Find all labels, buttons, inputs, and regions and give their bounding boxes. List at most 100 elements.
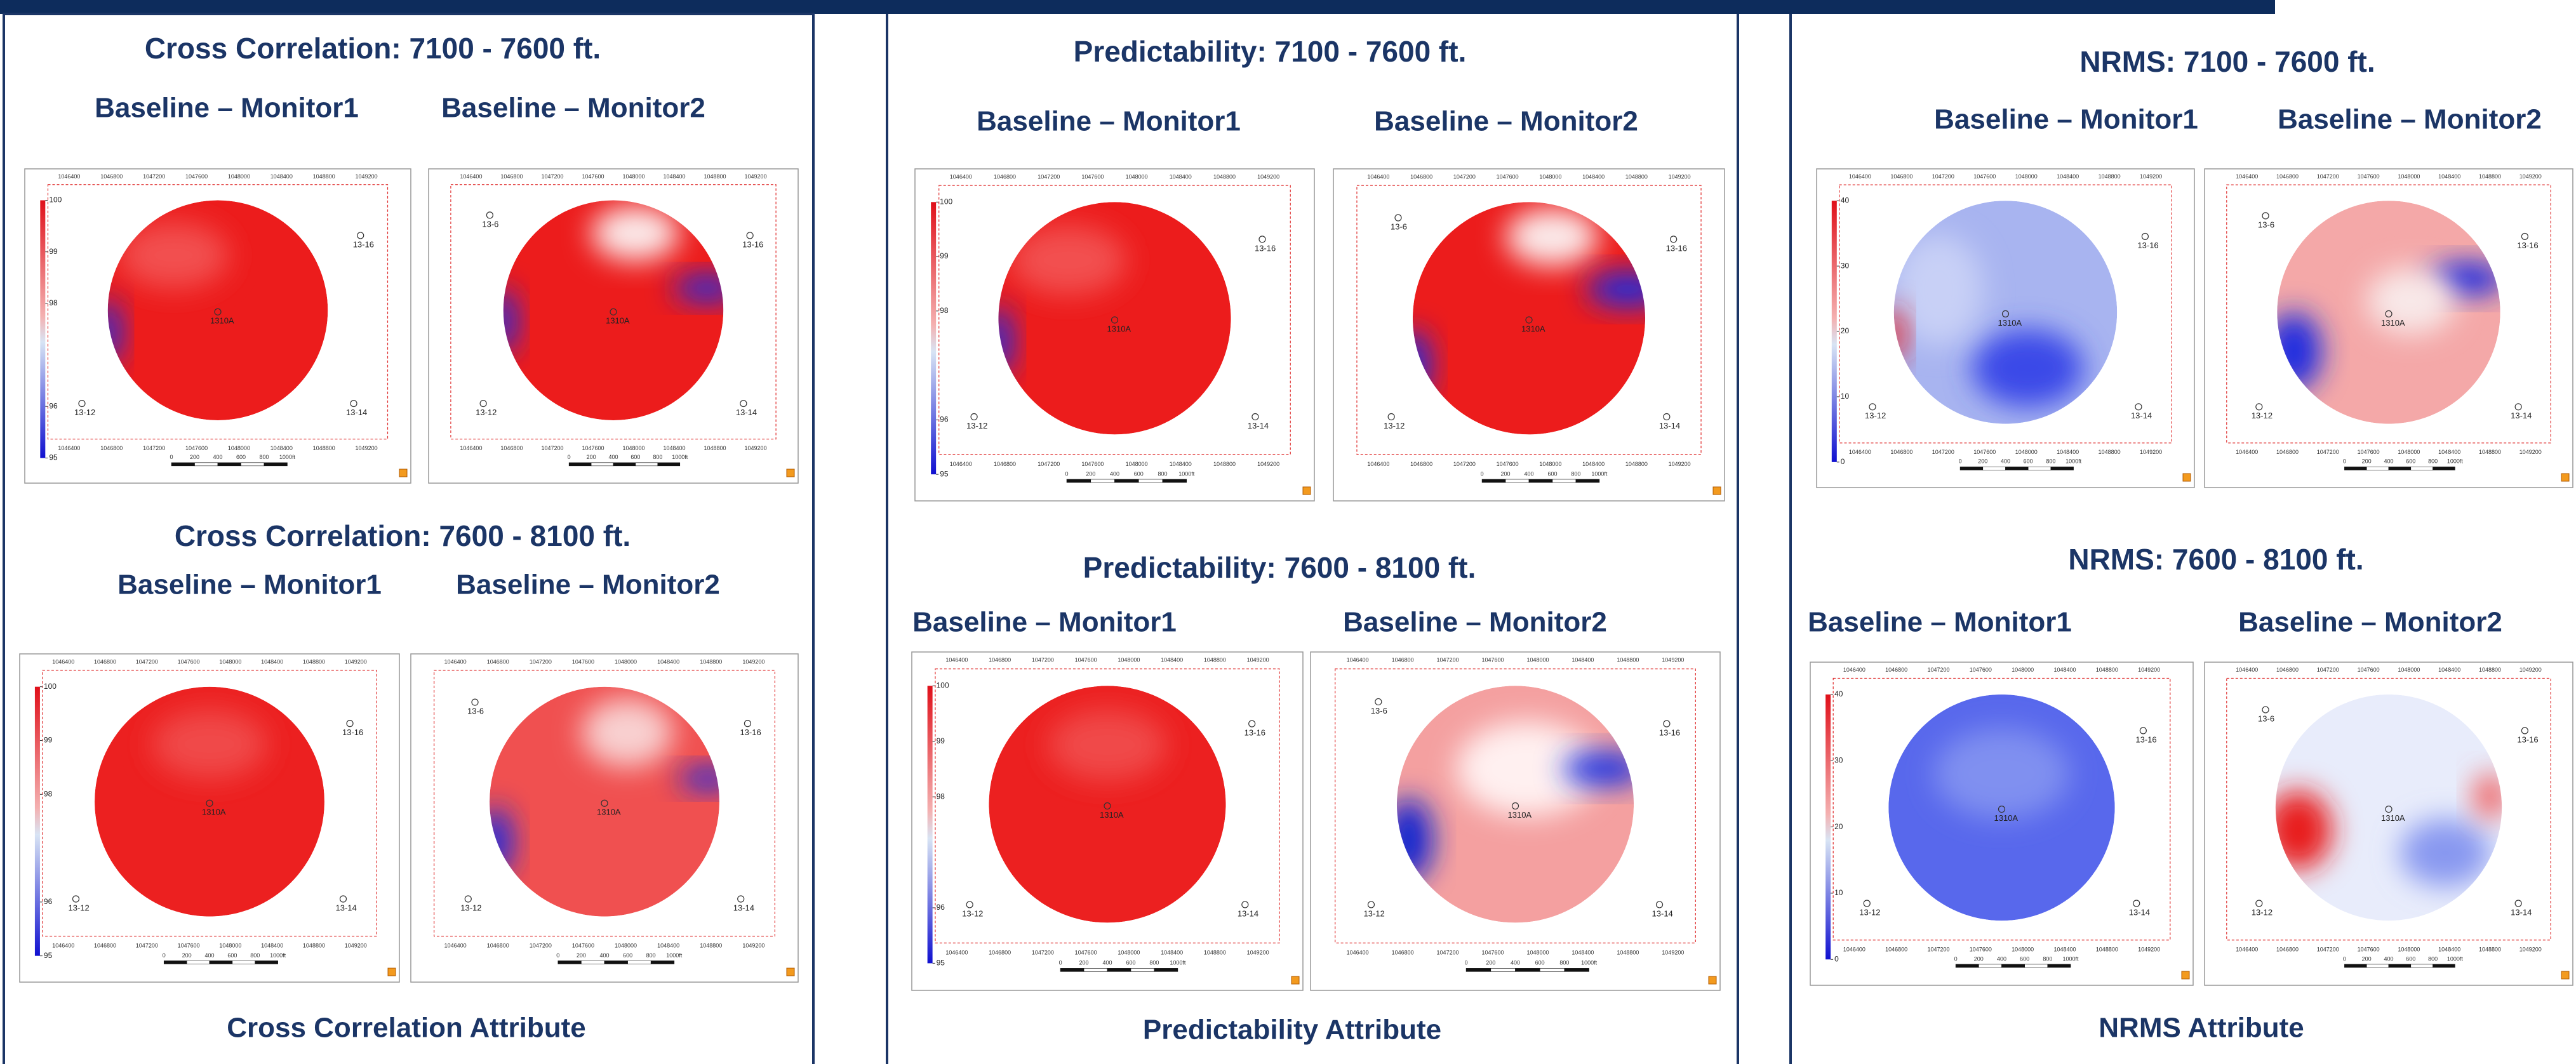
map-subtitle: Baseline – Monitor2 (456, 569, 720, 601)
coord-label: 1048400 (664, 173, 686, 180)
scale-segment (1115, 479, 1139, 482)
panel-caption: Predictability Attribute (1143, 1014, 1441, 1046)
scale-segment (2366, 964, 2389, 968)
scale-label: 800 (259, 454, 269, 460)
scale-segment (241, 463, 264, 466)
coord-label: 1047600 (1973, 173, 1996, 180)
coord-label: 1048400 (664, 445, 686, 451)
field-anomaly (591, 206, 679, 261)
coord-label: 1048400 (2438, 173, 2460, 180)
colorbar-tick-label: 99 (44, 736, 53, 745)
coord-label: 1046400 (945, 657, 968, 663)
logo (2561, 971, 2569, 979)
map-subtitle: Baseline – Monitor1 (1934, 104, 2198, 135)
scale-segment (1163, 479, 1187, 482)
coord-label: 1048000 (1539, 461, 1561, 467)
colorbar-tick-label: 98 (940, 306, 949, 315)
coord-label: 1047600 (1081, 461, 1104, 467)
map-subtitle: Baseline – Monitor2 (1374, 106, 1638, 137)
coord-label: 1047200 (1927, 667, 1949, 673)
well-label: 13-12 (966, 421, 987, 430)
coord-label: 1046400 (460, 445, 482, 451)
scale-segment (1091, 479, 1115, 482)
scale-segment (1960, 467, 1983, 470)
well-label: 1310A (1521, 324, 1545, 333)
coord-label: 1049200 (2140, 173, 2162, 180)
map: 1046400104640010468001046800104720010472… (429, 169, 798, 483)
coord-label: 1048400 (2438, 449, 2460, 455)
scale-label: 0 (568, 454, 571, 460)
well-label: 13-16 (342, 728, 363, 737)
coord-label: 1047600 (1482, 950, 1504, 956)
well-label: 13-12 (1865, 411, 1886, 420)
coord-label: 1048800 (2096, 667, 2118, 673)
scale-label: 200 (577, 952, 586, 959)
coord-label: 1047200 (1453, 461, 1476, 467)
coord-label: 1048000 (1539, 173, 1561, 180)
colorbar-tick-label: 95 (937, 959, 945, 968)
scale-label: 0 (1959, 458, 1962, 465)
colorbar-tick-label: 0 (1841, 457, 1845, 466)
coord-label: 1047200 (143, 173, 165, 180)
coord-label: 1049200 (1257, 173, 1279, 180)
coord-label: 1047600 (2358, 173, 2380, 180)
coord-label: 1048800 (1617, 657, 1639, 663)
scale-label: 400 (204, 952, 214, 959)
scale-label: 400 (608, 454, 618, 460)
well-label: 13-14 (736, 408, 757, 417)
colorbar-tick-label: 100 (940, 197, 952, 206)
scale-label: 800 (653, 454, 662, 460)
scale-segment (1529, 479, 1552, 482)
coord-label: 1046400 (52, 658, 74, 665)
logo (2182, 971, 2189, 979)
coord-label: 1048000 (219, 658, 241, 665)
coord-label: 1047200 (2317, 173, 2339, 180)
scale-segment (1505, 479, 1529, 482)
scale-label: 600 (2406, 458, 2415, 465)
well-label: 1310A (202, 808, 226, 817)
coord-label: 1046400 (2236, 946, 2258, 952)
scale-segment (658, 463, 680, 466)
coord-label: 1047600 (2358, 667, 2380, 673)
coord-label: 1048000 (2012, 667, 2034, 673)
coord-label: 1048400 (261, 943, 283, 949)
scale-label: 800 (2428, 458, 2438, 465)
scale-segment (1983, 467, 2006, 470)
scale-label: 600 (2020, 955, 2029, 962)
coord-label: 1047200 (1032, 657, 1054, 663)
colorbar-tick-label: 96 (940, 415, 949, 424)
scale-segment (195, 463, 218, 466)
logo (1291, 976, 1299, 984)
coord-label: 1046800 (500, 173, 523, 180)
scale-segment (1540, 968, 1565, 971)
scale-label: 200 (1978, 458, 1987, 465)
scale-segment (218, 463, 241, 466)
well-label: 13-16 (1659, 728, 1680, 737)
coord-label: 1048800 (1213, 173, 1236, 180)
coord-label: 1047600 (185, 173, 208, 180)
scale-label: 1000ft (2063, 955, 2079, 962)
scale-label: 400 (2384, 955, 2393, 962)
map-subtitle: Baseline – Monitor2 (441, 93, 705, 124)
coord-label: 1046800 (1392, 950, 1414, 956)
coord-label: 1048000 (1126, 461, 1148, 467)
scale-segment (210, 961, 232, 964)
coord-label: 1048000 (615, 658, 637, 665)
scale-segment (2006, 467, 2029, 470)
coord-label: 1047600 (185, 445, 208, 451)
well-label: 1310A (2381, 318, 2405, 328)
coord-label: 1048400 (1582, 461, 1605, 467)
coord-label: 1048800 (1213, 461, 1236, 467)
colorbar-tick-label: 99 (49, 247, 58, 256)
coord-label: 1049200 (745, 445, 767, 451)
well-label: 13-12 (1859, 907, 1880, 917)
colorbar-tick-label: 95 (940, 469, 949, 478)
coord-label: 1046400 (1347, 950, 1369, 956)
scale-label: 800 (2046, 458, 2055, 465)
coord-label: 1046800 (2276, 449, 2299, 455)
scale-label: 200 (1486, 960, 1495, 966)
well-label: 1310A (597, 808, 621, 817)
scale-segment (628, 961, 651, 964)
coord-label: 1046800 (2276, 667, 2299, 673)
coord-label: 1047600 (1497, 461, 1519, 467)
